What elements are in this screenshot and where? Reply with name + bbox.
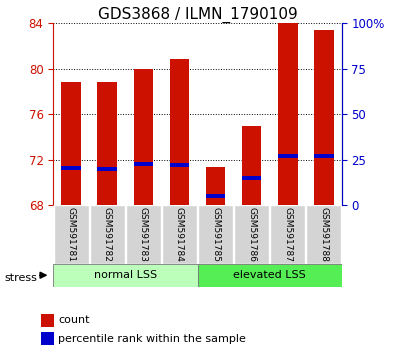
Bar <box>270 205 305 264</box>
Bar <box>90 205 125 264</box>
Bar <box>314 30 333 205</box>
Text: GSM591784: GSM591784 <box>175 207 184 262</box>
Bar <box>41 314 54 327</box>
Bar <box>278 23 297 205</box>
Bar <box>169 59 189 205</box>
Bar <box>314 154 333 158</box>
Bar <box>242 126 261 205</box>
Title: GDS3868 / ILMN_1790109: GDS3868 / ILMN_1790109 <box>98 7 297 23</box>
Text: GSM591786: GSM591786 <box>247 207 256 262</box>
Text: GSM591787: GSM591787 <box>283 207 292 262</box>
Bar <box>162 205 197 264</box>
Bar <box>134 162 153 166</box>
Bar <box>278 154 297 158</box>
Bar <box>98 167 117 171</box>
Bar <box>306 205 341 264</box>
Text: GSM591781: GSM591781 <box>67 207 76 262</box>
Text: count: count <box>58 315 90 325</box>
Bar <box>98 82 117 205</box>
Text: GSM591782: GSM591782 <box>103 207 112 262</box>
Bar <box>62 82 81 205</box>
Bar <box>169 163 189 167</box>
Text: normal LSS: normal LSS <box>94 270 157 280</box>
Text: elevated LSS: elevated LSS <box>233 270 306 280</box>
Bar <box>206 194 226 198</box>
Text: GSM591783: GSM591783 <box>139 207 148 262</box>
Bar <box>62 166 81 170</box>
Bar <box>53 264 198 287</box>
Bar <box>198 264 342 287</box>
Text: GSM591788: GSM591788 <box>319 207 328 262</box>
Bar <box>134 69 153 205</box>
Bar <box>206 167 226 205</box>
Bar <box>54 205 89 264</box>
Bar <box>126 205 161 264</box>
Text: percentile rank within the sample: percentile rank within the sample <box>58 333 246 344</box>
Bar <box>242 176 261 180</box>
Text: stress: stress <box>4 273 37 283</box>
Bar <box>41 332 54 345</box>
Bar <box>198 205 233 264</box>
Bar <box>234 205 269 264</box>
Text: GSM591785: GSM591785 <box>211 207 220 262</box>
